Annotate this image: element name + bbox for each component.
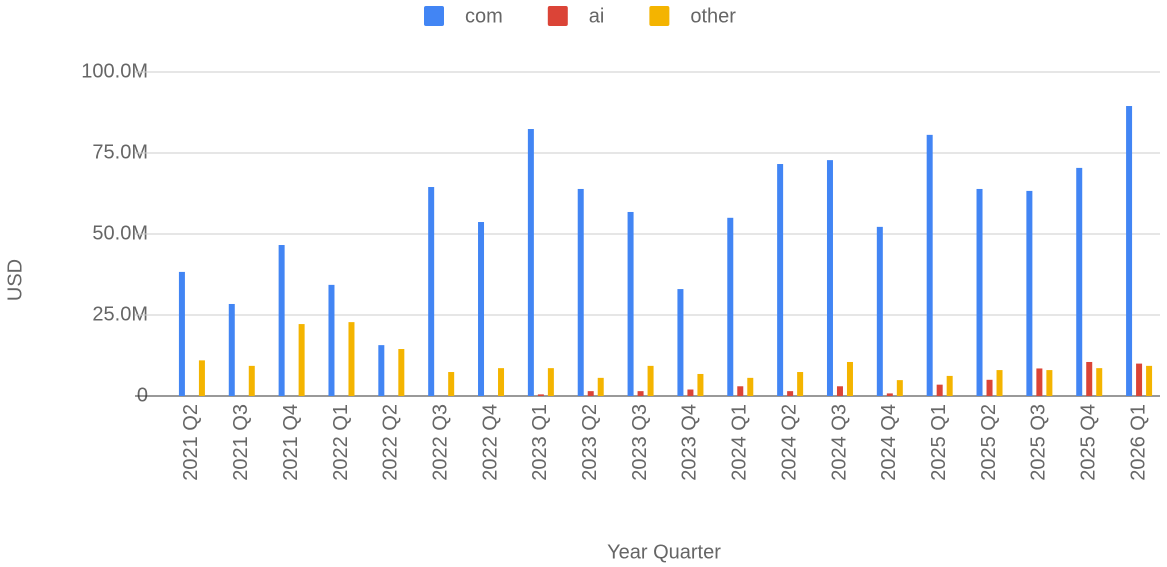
bar: [398, 349, 405, 396]
bar: [826, 160, 833, 396]
x-tick-label: 2023 Q1: [529, 404, 551, 481]
bar: [876, 226, 883, 396]
y-axis-label: USD: [4, 259, 26, 301]
x-tick-label: 2025 Q2: [978, 404, 1000, 481]
bar: [777, 164, 784, 396]
bar: [597, 377, 604, 396]
bar: [747, 377, 754, 396]
x-tick-label: 2022 Q4: [479, 404, 501, 481]
bar: [547, 368, 554, 396]
bar: [278, 245, 285, 396]
bar: [587, 391, 594, 396]
x-tick-label: 2021 Q3: [230, 404, 252, 481]
x-tick-label: 2025 Q3: [1028, 404, 1050, 481]
bar: [926, 134, 933, 396]
bar: [976, 188, 983, 396]
x-tick-label: 2021 Q2: [180, 404, 202, 481]
x-tick-label: 2025 Q4: [1078, 404, 1100, 481]
bar: [537, 394, 544, 396]
y-tick-label: 100.0M: [81, 60, 148, 82]
y-tick-label: 75.0M: [92, 141, 148, 163]
bar: [627, 211, 634, 396]
x-tick-label: 2021 Q4: [280, 404, 302, 481]
bar: [1036, 368, 1043, 396]
bar: [677, 289, 684, 396]
bar: [687, 389, 694, 396]
bar: [178, 271, 185, 396]
x-tick-label: 2026 Q1: [1127, 404, 1149, 481]
legend-swatch: [424, 6, 444, 26]
y-tick-label: 50.0M: [92, 222, 148, 244]
bar: [577, 188, 584, 396]
bar: [637, 391, 644, 396]
x-axis-label: Year Quarter: [607, 541, 721, 563]
legend-swatch: [547, 6, 568, 26]
x-tick-label: 2023 Q2: [579, 404, 601, 481]
bar: [198, 360, 205, 396]
legend-label: other: [690, 5, 736, 27]
legend-label: ai: [589, 5, 605, 27]
bar: [1136, 363, 1143, 396]
bar: [946, 375, 953, 396]
bar: [846, 361, 853, 396]
bar: [298, 324, 305, 396]
bar: [527, 129, 534, 397]
bar: [936, 384, 943, 396]
bar: [647, 365, 654, 396]
bar: [478, 222, 485, 396]
bar: [428, 187, 435, 396]
bar: [448, 372, 455, 396]
bar: [996, 370, 1003, 396]
bar: [896, 380, 903, 396]
bar: [248, 365, 255, 396]
bar: [886, 393, 893, 396]
bar: [787, 391, 794, 396]
bar: [1076, 167, 1083, 396]
x-tick-label: 2024 Q2: [778, 404, 800, 481]
bar: [1146, 365, 1153, 396]
bar: [498, 368, 505, 396]
bar: [228, 303, 235, 396]
bar: [1026, 190, 1033, 396]
bar: [737, 386, 744, 396]
bar: [797, 372, 804, 396]
x-tick-label: 2023 Q4: [679, 404, 701, 481]
x-tick-label: 2024 Q3: [828, 404, 850, 481]
legend-swatch: [649, 6, 670, 26]
bar: [1086, 361, 1093, 396]
bar: [836, 386, 843, 396]
bar: [727, 217, 734, 396]
x-tick-label: 2024 Q4: [878, 404, 900, 481]
bar: [697, 373, 704, 396]
bar: [986, 379, 993, 396]
bar: [328, 284, 335, 396]
x-tick-label: 2024 Q1: [729, 404, 751, 481]
x-tick-label: 2023 Q3: [629, 404, 651, 481]
bar: [1096, 368, 1103, 396]
y-tick-label: 0: [137, 384, 148, 406]
bar: [1046, 370, 1053, 396]
x-tick-label: 2022 Q3: [429, 404, 451, 481]
bar: [378, 345, 385, 396]
x-tick-label: 2022 Q1: [330, 404, 352, 481]
bar: [1126, 106, 1133, 397]
x-tick-label: 2025 Q1: [928, 404, 950, 481]
bar: [348, 322, 355, 396]
y-tick-label: 25.0M: [92, 303, 148, 325]
legend-label: com: [465, 5, 503, 27]
x-tick-label: 2022 Q2: [380, 404, 402, 481]
